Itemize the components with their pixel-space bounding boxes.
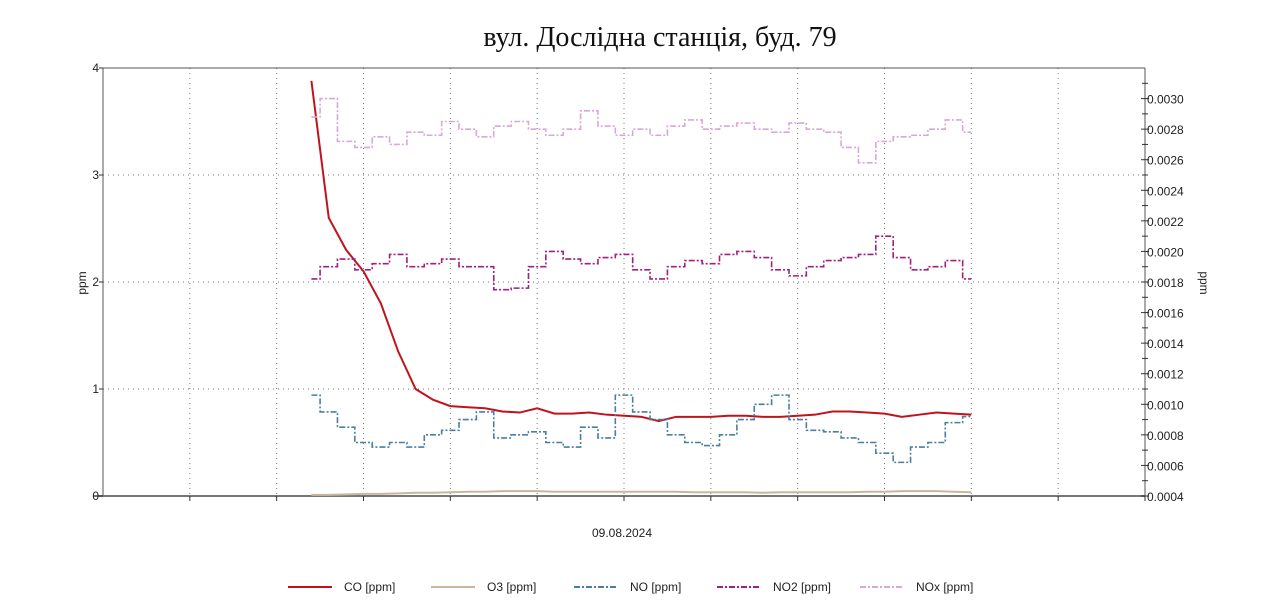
right-tick-label: 0.0016 [1147, 307, 1184, 321]
right-tick-label: 0.0026 [1147, 154, 1184, 168]
right-tick-label: 0.0030 [1147, 93, 1184, 107]
right-tick-label: 0.0018 [1147, 276, 1184, 290]
right-tick-label: 0.0010 [1147, 398, 1184, 412]
legend: CO [ppm] O3 [ppm] NO [ppm] NO2 [ppm] NOx [pp… [288, 580, 973, 594]
right-tick-label: 0.0024 [1147, 184, 1184, 198]
series-line-no2 [311, 235, 972, 291]
right-tick-label: 0.0020 [1147, 245, 1184, 259]
grid [103, 68, 1145, 496]
series-line-no [311, 394, 972, 464]
axes: 0 1 2 3 4 0.0004 0.0006 0.0008 0.0010 0.0012 0.001… [92, 61, 1184, 504]
legend-label: CO [ppm] [344, 580, 395, 594]
right-tick-label: 0.0028 [1147, 123, 1184, 137]
left-tick-label: 3 [92, 168, 99, 182]
legend-label: NO [ppm] [630, 580, 681, 594]
right-tick-label: 0.0022 [1147, 215, 1184, 229]
x-axis-label: 09.08.2024 [592, 526, 652, 540]
legend-label: NOx [ppm] [916, 580, 973, 594]
right-tick-label: 0.0006 [1147, 459, 1184, 473]
y-axis-label-left: ppm [75, 271, 89, 294]
left-tick-label: 1 [92, 382, 99, 396]
left-tick-label: 4 [92, 61, 99, 75]
series-line-nox [311, 97, 972, 164]
legend-label: O3 [ppm] [487, 580, 536, 594]
series-line-co [310, 80, 972, 423]
series-line-o3 [311, 490, 972, 496]
legend-label: NO2 [ppm] [773, 580, 831, 594]
y-axis-label-right: ppm [1197, 271, 1211, 294]
chart-title: вул. Дослідна станція, буд. 79 [483, 22, 836, 53]
right-tick-label: 0.0014 [1147, 337, 1184, 351]
right-tick-label: 0.0004 [1147, 490, 1184, 504]
right-tick-label: 0.0012 [1147, 368, 1184, 382]
left-tick-label: 0 [92, 489, 99, 503]
left-tick-label: 2 [92, 275, 99, 289]
series-lines [310, 80, 972, 496]
right-tick-label: 0.0008 [1147, 429, 1184, 443]
